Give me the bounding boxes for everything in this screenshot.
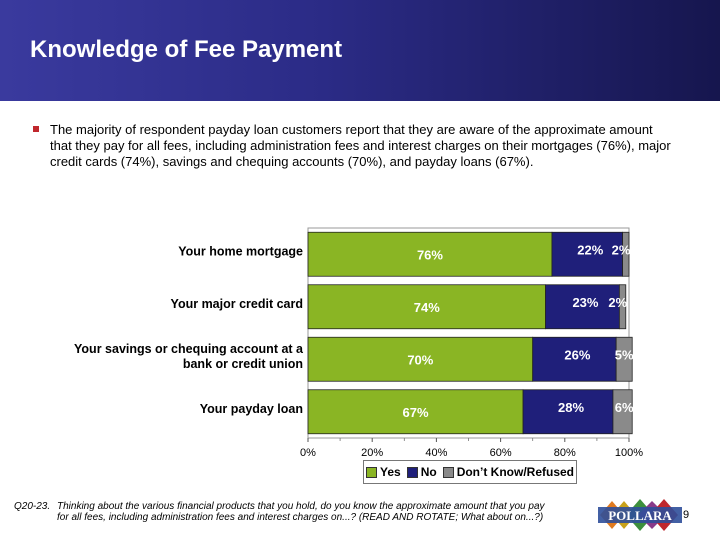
fee-knowledge-chart: 76% 22% 2% Your home mortgage 74% 23% 2% Your m… <box>74 227 643 459</box>
data-label-dk: 6% <box>615 400 634 415</box>
chart-legend: Yes No Don’t Know/Refused <box>363 460 577 484</box>
legend-label-yes: Yes <box>379 465 401 479</box>
bar-segment-dk <box>618 284 627 330</box>
footnote-code: Q20-23. <box>14 501 51 512</box>
data-label-dk: 5% <box>615 347 634 362</box>
x-tick-label: 0% <box>300 447 316 459</box>
bullet-square-icon <box>33 126 39 132</box>
summary-text: The majority of respondent payday loan c… <box>50 122 671 169</box>
bar-segment-no <box>551 231 623 277</box>
page-title: Knowledge of Fee Payment <box>30 36 343 63</box>
x-tick-label: 100% <box>615 447 643 459</box>
data-label-dk: 2% <box>608 295 627 310</box>
x-tick-label: 40% <box>425 447 447 459</box>
data-label-yes: 70% <box>407 352 433 367</box>
legend-swatch-yes <box>365 466 377 478</box>
data-label-yes: 76% <box>417 247 443 262</box>
data-label-yes: 67% <box>403 405 429 420</box>
legend-label-dk: Don’t Know/Refused <box>456 465 575 479</box>
page-number: 9 <box>683 509 690 521</box>
category-label: Your savings or chequing account at a <box>74 342 304 356</box>
data-label-no: 22% <box>577 242 603 257</box>
data-label-yes: 74% <box>414 300 440 315</box>
x-tick-label: 80% <box>554 447 576 459</box>
bar-segment-yes <box>307 284 546 330</box>
legend-item-yes: Yes <box>365 465 401 479</box>
bar-segment-yes <box>307 389 524 435</box>
pollara-logo: POLLARA <box>598 499 682 531</box>
bar-segment-dk <box>612 389 633 435</box>
footnote: Q20-23. Thinking about the various finan… <box>14 501 554 523</box>
data-label-no: 26% <box>564 347 590 362</box>
footnote-text: Thinking about the various financial pro… <box>57 501 545 523</box>
x-tick-label: 20% <box>361 447 383 459</box>
data-label-dk: 2% <box>612 242 631 257</box>
bar-segment-yes <box>307 231 553 277</box>
category-label: Your major credit card <box>171 297 303 311</box>
legend-label-no: No <box>420 465 437 479</box>
bar-segment-dk <box>622 231 630 277</box>
logo-wordmark: POLLARA <box>608 508 672 523</box>
summary-bullet: The majority of respondent payday loan c… <box>33 122 673 170</box>
category-label: Your payday loan <box>200 402 303 416</box>
bar-segment-no <box>522 389 614 435</box>
category-label: Your home mortgage <box>178 244 303 258</box>
data-label-no: 28% <box>558 400 584 415</box>
header-banner <box>0 0 720 101</box>
data-label-no: 23% <box>572 295 598 310</box>
category-label: bank or credit union <box>183 357 303 371</box>
legend-item-no: No <box>406 465 437 479</box>
bar-segment-no <box>545 284 620 330</box>
x-tick-label: 60% <box>490 447 512 459</box>
legend-item-dk: Don’t Know/Refused <box>442 465 575 479</box>
legend-swatch-dk <box>442 466 454 478</box>
bar-segment-dk <box>615 336 633 382</box>
bar-segment-yes <box>307 336 534 382</box>
legend-swatch-no <box>406 466 418 478</box>
bar-segment-no <box>532 336 617 382</box>
